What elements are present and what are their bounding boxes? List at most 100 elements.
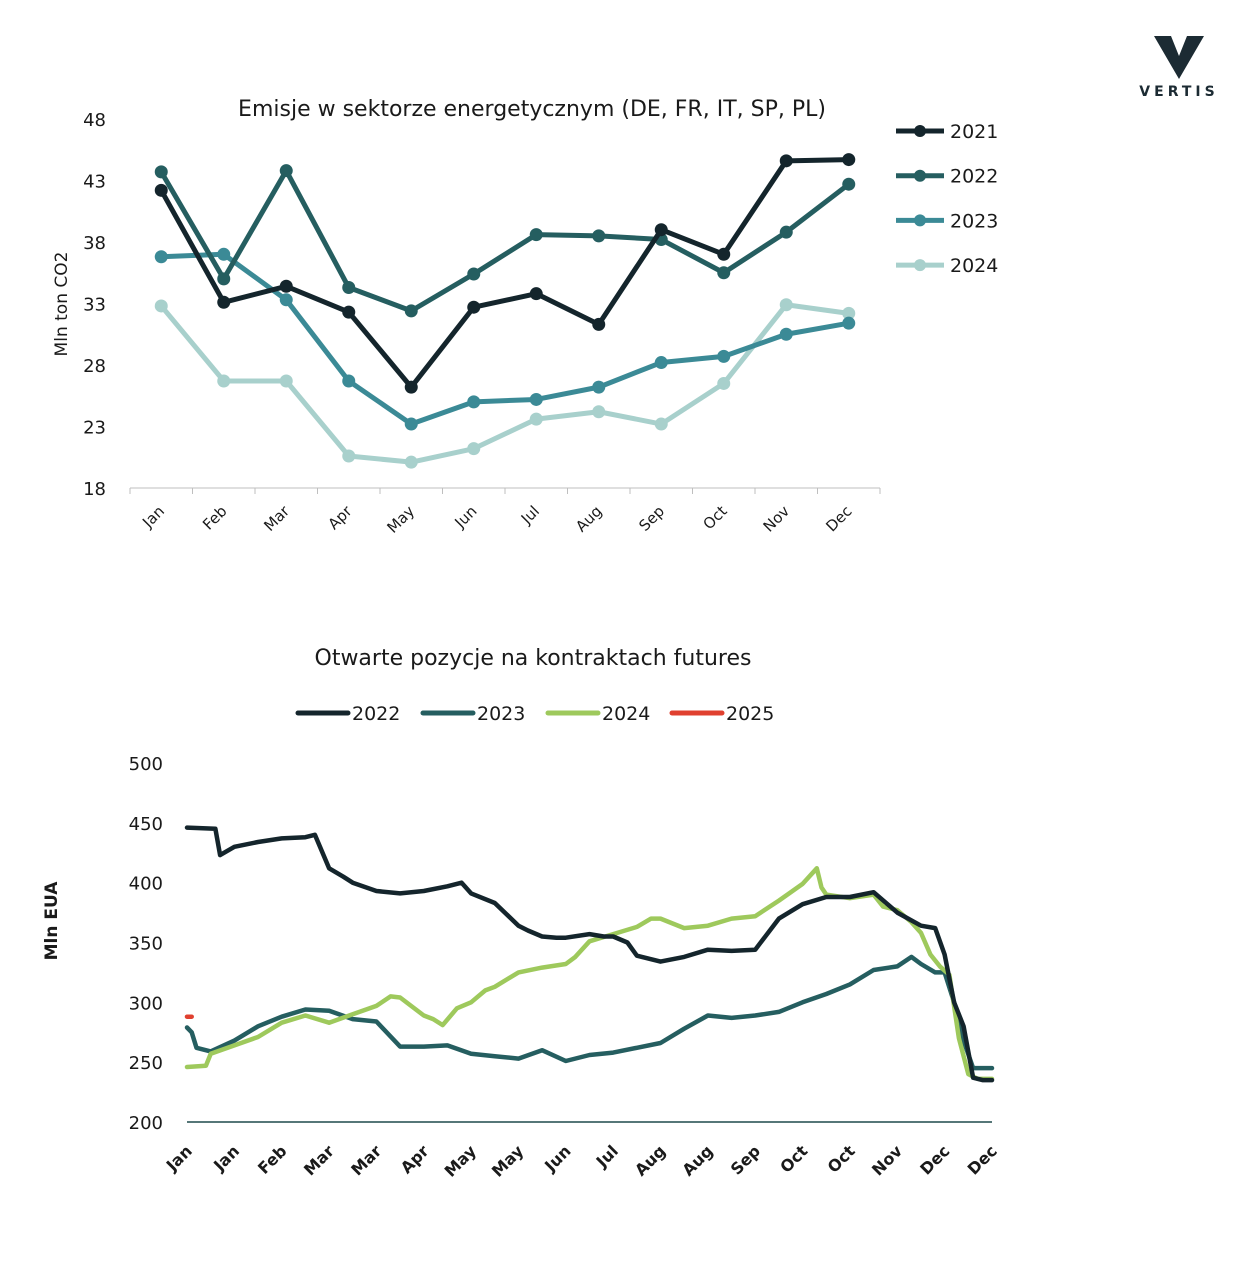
chart1-legend-label: 2023 (950, 210, 998, 232)
chart1-y-tick-label: 33 (83, 295, 106, 316)
chart1-legend-label: 2024 (950, 255, 998, 277)
chart1-x-tick-label: Oct (700, 502, 731, 533)
chart2-y-tick-label: 500 (129, 754, 163, 775)
chart1-data-point (654, 356, 668, 370)
vertis-logo (1130, 30, 1230, 105)
chart1-data-point (217, 272, 231, 286)
chart1-series-2021 (154, 153, 856, 394)
chart2-x-tick-label: Mar (347, 1141, 385, 1179)
chart1-data-point (529, 392, 543, 406)
chart1-series-line (161, 251, 850, 427)
chart1-legend-item: 2021 (896, 121, 998, 143)
chart1-data-point (717, 247, 731, 261)
chart1-legend-marker (914, 169, 926, 182)
chart1-legend-item: 2024 (896, 255, 998, 277)
chart2-legend-label: 2023 (477, 703, 525, 725)
chart2-x-tick-label: May (441, 1141, 481, 1181)
chart1-data-point (467, 442, 481, 456)
chart1-data-point (842, 153, 856, 167)
chart1-data-point (217, 247, 231, 261)
chart1-data-point (779, 225, 793, 239)
chart1-data-point (342, 281, 356, 295)
chart1-data-point (404, 380, 418, 394)
logo-mark (1154, 36, 1204, 79)
chart1-data-point (279, 164, 293, 178)
chart1-data-point (654, 417, 668, 431)
chart2-legend-item: 2024 (545, 703, 650, 725)
chart2-y-tick-label: 400 (129, 874, 163, 895)
chart1-data-point (779, 298, 793, 312)
chart1-legend-label: 2021 (950, 121, 998, 143)
chart2-x-tick-label: Jul (592, 1141, 622, 1171)
chart2-x-tick-label: Jan (162, 1141, 196, 1175)
chart1-data-point (154, 165, 168, 179)
chart1-legend-label: 2022 (950, 166, 998, 188)
chart2-y-tick-label: 300 (129, 993, 163, 1014)
chart1-x-tick-label: Jul (517, 502, 543, 528)
chart1-x-tick-label: Jan (138, 502, 168, 532)
chart1-data-point (842, 306, 856, 320)
chart1-data-point (217, 374, 231, 388)
chart2-x-tick-label: Apr (397, 1141, 433, 1177)
chart2-y-tick-label: 250 (129, 1053, 163, 1074)
chart1-x-tick-label: Feb (199, 502, 231, 534)
chart2-legend-label: 2024 (602, 703, 650, 725)
chart1-series-line (159, 157, 849, 390)
chart1-legend-marker (914, 259, 926, 272)
chart1-data-point (154, 183, 168, 197)
chart1-data-point (467, 395, 481, 409)
chart2-x-tick-label: Mar (300, 1141, 338, 1179)
chart1-title: Emisje w sektorze energetycznym (DE, FR,… (238, 97, 826, 122)
chart1-data-point (404, 304, 418, 318)
chart1-data-point (779, 154, 793, 168)
open-interest-chart: Otwarte pozycje na kontraktach futures M… (42, 646, 1001, 1181)
chart2-y-tick-label: 200 (129, 1113, 163, 1134)
chart1-data-point (592, 380, 606, 394)
chart1-data-point (279, 374, 293, 388)
chart2-x-tick-label: Aug (631, 1141, 669, 1179)
chart2-legend-item: 2023 (420, 703, 525, 725)
chart2-x-tick-label: Nov (868, 1141, 906, 1179)
chart2-series-2022 (184, 825, 995, 1083)
chart2-x-tick-label: Jun (540, 1141, 574, 1175)
chart1-data-point (342, 305, 356, 319)
chart2-x-tick-label: Oct (776, 1141, 811, 1176)
chart1-x-tick-label: Sep (635, 502, 668, 535)
chart1-data-point (717, 349, 731, 363)
chart1-series-line (159, 168, 851, 314)
chart1-x-tick-label: May (383, 502, 418, 537)
chart1-data-point (217, 295, 231, 309)
chart1-series-2022 (154, 164, 856, 318)
chart1-data-point (592, 229, 606, 243)
chart1-legend-item: 2022 (896, 166, 998, 188)
chart1-data-point (842, 316, 856, 330)
chart2-y-axis: 500 450 400 350 300 250 200 (129, 754, 163, 1134)
chart1-data-point (342, 449, 356, 463)
chart1-data-point (529, 412, 543, 426)
chart1-legend-item: 2023 (896, 210, 998, 232)
chart1-data-point (154, 299, 168, 313)
chart2-y-tick-label: 450 (129, 814, 163, 835)
chart1-series-2024 (154, 298, 856, 469)
chart1-y-tick-label: 48 (83, 110, 106, 131)
chart1-y-tick-label: 38 (83, 233, 106, 254)
chart1-x-tick-label: Apr (324, 502, 356, 534)
chart1-data-point (279, 279, 293, 293)
chart1-data-point (404, 455, 418, 469)
chart2-legend-item: 2025 (669, 703, 774, 725)
chart2-x-tick-label: Feb (254, 1141, 290, 1177)
chart1-data-point (529, 287, 543, 301)
chart2-plot-area (184, 825, 995, 1083)
chart1-data-point (404, 417, 418, 431)
chart1-data-point (654, 223, 668, 237)
chart1-series-line (159, 302, 850, 465)
chart2-ylabel: Mln EUA (42, 881, 62, 961)
chart1-data-point (342, 374, 356, 388)
chart1-y-tick-label: 28 (83, 356, 106, 377)
chart1-x-tick-label: Dec (822, 502, 855, 535)
chart1-legend-marker (914, 214, 926, 227)
chart2-x-axis: Jan Jan Feb Mar Mar Apr May May Jun Jul Aug Aug Sep O… (162, 1121, 1001, 1181)
chart1-ylabel: Mln ton CO2 (52, 252, 72, 357)
chart1-legend: 2021 2022 2023 2024 (896, 121, 998, 277)
chart1-series-2023 (154, 247, 856, 431)
